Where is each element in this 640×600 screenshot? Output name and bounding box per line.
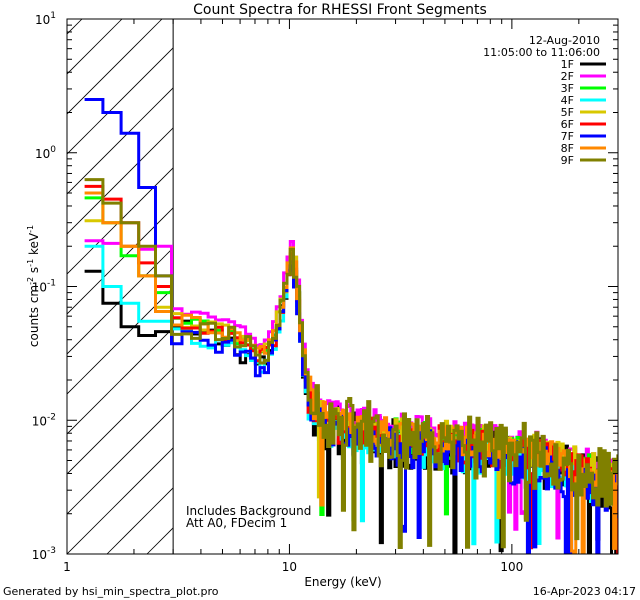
y-axis-label: counts cm-2 s-1 keV-1 <box>26 225 41 347</box>
y-tick-exponent: 1 <box>50 11 56 21</box>
hatch-line <box>67 447 174 554</box>
legend-label: 7F <box>561 130 574 143</box>
hatch-line <box>67 247 174 355</box>
x-tick-label: 100 <box>500 560 523 574</box>
legend-time-range: 11:05:00 to 11:06:00 <box>483 46 600 59</box>
hatch-line <box>67 207 174 315</box>
legend-label: 2F <box>561 70 574 83</box>
y-tick-label: 101 <box>35 11 56 27</box>
footer-timestamp: 16-Apr-2023 04:17 <box>533 585 636 598</box>
series-layer <box>84 19 618 554</box>
y-axis-label-exp: -1 <box>26 259 35 267</box>
y-tick-exponent: 0 <box>50 145 56 155</box>
chart-title: Count Spectra for RHESSI Front Segments <box>193 2 487 18</box>
y-tick-label: 10-3 <box>32 546 56 562</box>
y-tick-mantissa: 10 <box>32 414 47 428</box>
x-tick-label: 10 <box>282 560 297 574</box>
y-tick-label: 100 <box>35 145 56 161</box>
x-axis-label: Energy (keV) <box>304 575 381 589</box>
y-tick-mantissa: 10 <box>32 548 47 562</box>
legend-label: 9F <box>561 154 574 167</box>
y-tick-exponent: -2 <box>47 412 56 422</box>
x-axis: 1 10 100 <box>63 19 619 574</box>
hatch-line <box>67 47 174 155</box>
hatch-line <box>67 407 174 515</box>
legend-label: 4F <box>561 94 574 107</box>
y-tick-mantissa: 10 <box>35 147 50 161</box>
y-tick-label: 10-1 <box>32 279 56 295</box>
hatch-line <box>67 87 174 195</box>
footer-generated-by: Generated by hsi_min_spectra_plot.pro <box>3 585 219 598</box>
y-axis-label-part: counts cm <box>27 285 41 347</box>
hatch-line <box>67 19 163 115</box>
y-axis-label-exp: -2 <box>26 277 35 285</box>
hatch-line <box>67 367 174 475</box>
x-tick-label: 1 <box>63 560 71 574</box>
hatch-line <box>67 287 174 395</box>
legend-label: 5F <box>561 106 574 119</box>
y-tick-mantissa: 10 <box>35 13 50 27</box>
y-tick-exponent: -3 <box>47 546 56 556</box>
y-axis-label-part: s <box>27 267 41 277</box>
legend-label: 6F <box>561 118 574 131</box>
y-tick-mantissa: 10 <box>32 281 47 295</box>
y-axis-label-part: keV <box>27 232 41 259</box>
y-tick-exponent: -1 <box>47 279 56 289</box>
annotation-attenuator: Att A0, FDecim 1 <box>186 516 287 530</box>
legend: 12-Aug-2010 11:05:00 to 11:06:00 1F2F3F4… <box>483 34 606 167</box>
y-axis-label-exp: -1 <box>26 225 35 233</box>
series-4F-line <box>84 244 618 546</box>
legend-label: 8F <box>561 142 574 155</box>
legend-label: 3F <box>561 82 574 95</box>
legend-date: 12-Aug-2010 <box>529 34 600 47</box>
excluded-energy-region <box>67 19 174 554</box>
y-tick-label: 10-2 <box>32 412 56 428</box>
annotation-background: Includes Background <box>186 504 311 518</box>
series-9F-line <box>84 178 618 549</box>
legend-label: 1F <box>561 58 574 71</box>
